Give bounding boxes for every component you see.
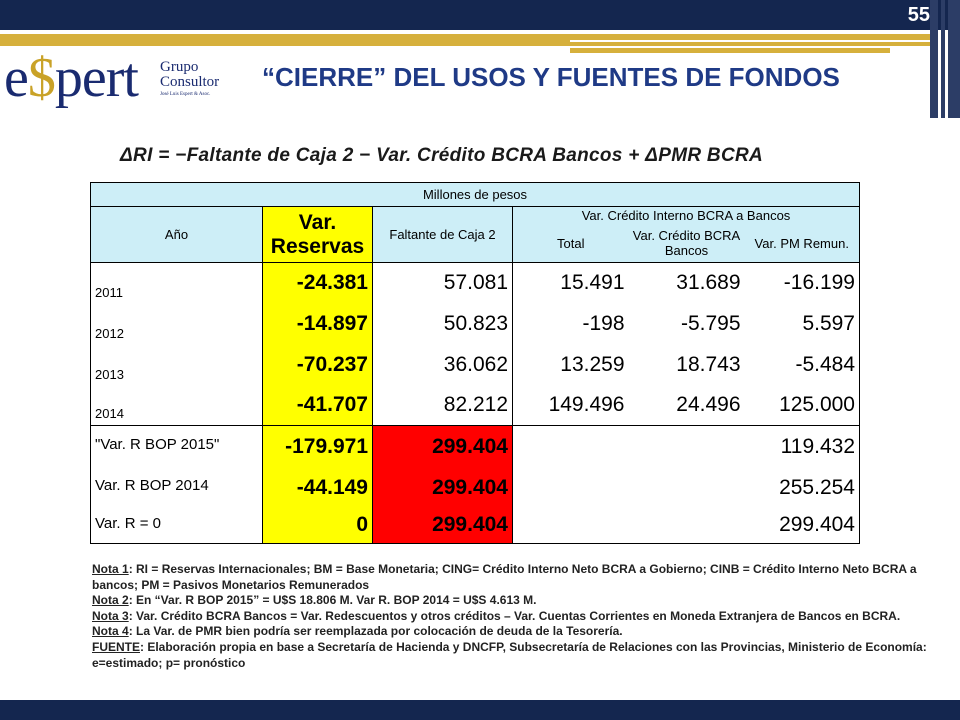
cell-pm: 119.432 [744, 425, 860, 468]
header-group-credito: Var. Crédito Interno BCRA a Bancos [512, 206, 860, 225]
data-table: Millones de pesos Año Var. Reservas Falt… [90, 182, 860, 544]
note-3: Nota 3: Var. Crédito BCRA Bancos = Var. … [92, 608, 901, 623]
vertical-stripe [941, 0, 945, 118]
cell-reservas: -179.971 [262, 425, 373, 468]
note-4: Nota 4: La Var. de PMR bien podría ser r… [92, 624, 623, 639]
cell-reservas: -70.237 [262, 344, 373, 386]
table-row: 2012 -14.897 50.823 -198 -5.795 5.597 [90, 303, 860, 345]
formula: ΔRI = −Faltante de Caja 2 − Var. Crédito… [120, 145, 764, 166]
cell-reservas: -24.381 [262, 262, 373, 304]
header-total: Total [512, 224, 629, 263]
top-banner [0, 0, 960, 30]
cell-reservas: -41.707 [262, 385, 373, 426]
cell-total: -198 [512, 303, 629, 345]
cell-faltante: 57.081 [372, 262, 513, 304]
cell-pm: 125.000 [744, 385, 860, 426]
note-source: FUENTE: Elaboración propia en base a Sec… [92, 639, 927, 670]
header-faltante: Faltante de Caja 2 [372, 206, 513, 263]
cell-reservas: 0 [262, 507, 373, 544]
cell-reservas: -44.149 [262, 467, 373, 508]
cell-faltante: 82.212 [372, 385, 513, 426]
row-label: 2011 [90, 262, 263, 304]
scenario-row: Var. R BOP 2014 -44.149 299.404 255.254 [90, 467, 860, 508]
row-label: Var. R = 0 [90, 507, 263, 544]
table-header-row: Millones de pesos [90, 182, 860, 207]
page-number: 55 [907, 4, 930, 26]
note-2: Nota 2: En “Var. R BOP 2015” = U$S 18.80… [92, 593, 537, 608]
vertical-stripe [948, 0, 960, 118]
cell-faltante: 299.404 [372, 467, 513, 508]
logo-grupo-consultor: Grupo Consultor [160, 59, 220, 90]
cell-credito-empty [629, 468, 745, 508]
header-var-credito: Var. Crédito BCRA Bancos [628, 224, 745, 263]
cell-credito: 24.496 [628, 385, 745, 426]
cell-faltante: 36.062 [372, 344, 513, 386]
cell-faltante: 299.404 [372, 425, 513, 468]
scenario-row: "Var. R BOP 2015" -179.971 299.404 119.4… [90, 425, 860, 468]
cell-credito: 18.743 [676, 353, 741, 376]
bottom-banner [0, 700, 960, 720]
logo-wordmark: e$pert [4, 47, 139, 109]
cell-credito: -5.795 [680, 312, 741, 335]
cell-credito: 31.689 [628, 262, 745, 304]
logo-subtitle: José Luis Espert & Asoc. [160, 92, 211, 97]
cell-total: 15.491 [512, 262, 629, 304]
cell-total-empty [512, 467, 629, 508]
footnotes: Nota 1: RI = Reservas Internacionales; B… [92, 562, 938, 671]
cell-pm: 299.404 [744, 507, 860, 544]
cell-pm: 5.597 [744, 303, 860, 345]
espert-logo: e$pert Grupo Consultor José Luis Espert &… [4, 44, 234, 118]
scenario-row: Var. R = 0 0 299.404 299.404 [90, 507, 860, 544]
slide-title: “CIERRE” DEL USOS Y FUENTES DE FONDOS [262, 62, 840, 92]
cell-total: 13.259 [512, 344, 629, 386]
accent-line [570, 40, 930, 42]
note-1: Nota 1: RI = Reservas Internacionales; B… [92, 562, 917, 592]
cell-pm: -16.199 [744, 262, 860, 304]
cell-total-empty [512, 425, 629, 468]
header-var-pm: Var. PM Remun. [744, 224, 860, 263]
vertical-stripe [930, 0, 938, 118]
header-year: Año [90, 206, 263, 263]
row-label: "Var. R BOP 2015" [90, 425, 263, 468]
gold-accent-bar-thin [570, 48, 890, 53]
cell-pm: 255.254 [744, 467, 860, 508]
cell-credito-empty [628, 507, 745, 544]
row-label: Var. R BOP 2014 [90, 467, 263, 508]
row-label: 2013 [90, 344, 263, 386]
table-row: 2014 -41.707 82.212 149.496 24.496 125.0… [90, 385, 860, 426]
cell-reservas: -14.897 [262, 303, 373, 345]
cell-total-empty [512, 507, 629, 544]
gold-accent-bar [0, 34, 930, 46]
table-row: 2013 -70.237 36.062 13.259 18.743 -5.484 [90, 344, 860, 386]
row-label: 2014 [90, 385, 263, 426]
cell-faltante: 299.404 [372, 507, 513, 544]
cell-total: 149.496 [512, 385, 629, 426]
table-header-row: Total Var. Crédito BCRA Bancos Var. PM R… [91, 224, 860, 263]
cell-pm: -5.484 [744, 344, 860, 386]
header-var-reservas: Var. Reservas [262, 206, 373, 263]
table-row: 2011 -24.381 57.081 15.491 31.689 -16.19… [90, 262, 860, 304]
unit-header: Millones de pesos [90, 182, 860, 207]
cell-credito-empty [628, 425, 745, 468]
table-header-row: Año Var. Reservas Faltante de Caja 2 Var… [90, 206, 860, 263]
row-label: 2012 [90, 303, 263, 345]
cell-faltante: 50.823 [372, 303, 513, 345]
